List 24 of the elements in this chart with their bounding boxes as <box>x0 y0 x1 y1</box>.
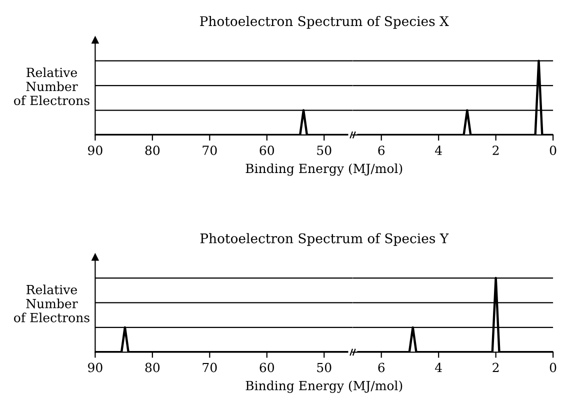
x-tick-label: 4 <box>434 362 442 372</box>
x-tick-label: 80 <box>145 362 160 372</box>
x-tick-label: 80 <box>145 146 160 156</box>
x-tick-label: 90 <box>88 146 102 156</box>
chart-title: Photoelectron Spectrum of Species X <box>200 16 449 29</box>
x-tick-label: 70 <box>202 362 217 372</box>
x-tick-label: 90 <box>88 362 102 372</box>
x-tick-label: 0 <box>550 362 556 372</box>
x-tick-label: 0 <box>550 146 556 156</box>
x-tick-label: 6 <box>378 146 385 156</box>
x-tick-label: 60 <box>260 146 274 156</box>
y-axis-title: Relative Number of Electrons <box>14 284 90 322</box>
x-tick-label: 4 <box>434 146 442 155</box>
y-axis-title: Relative Number of Electrons <box>14 67 90 106</box>
x-axis-title: Binding Energy (MJ/mol) <box>246 163 402 176</box>
x-tick-label: 6 <box>378 362 385 372</box>
chart-title: Photoelectron Spectrum of Species Y <box>200 233 449 246</box>
x-tick-label: 70 <box>202 146 217 156</box>
x-axis-title: Binding Energy (MJ/mol) <box>246 380 402 393</box>
x-tick-label: 60 <box>260 362 274 372</box>
x-tick-label: 50 <box>317 146 332 156</box>
x-tick-label: 2 <box>492 362 499 372</box>
x-tick-label: 50 <box>317 362 332 372</box>
x-tick-label: 2 <box>492 146 499 155</box>
